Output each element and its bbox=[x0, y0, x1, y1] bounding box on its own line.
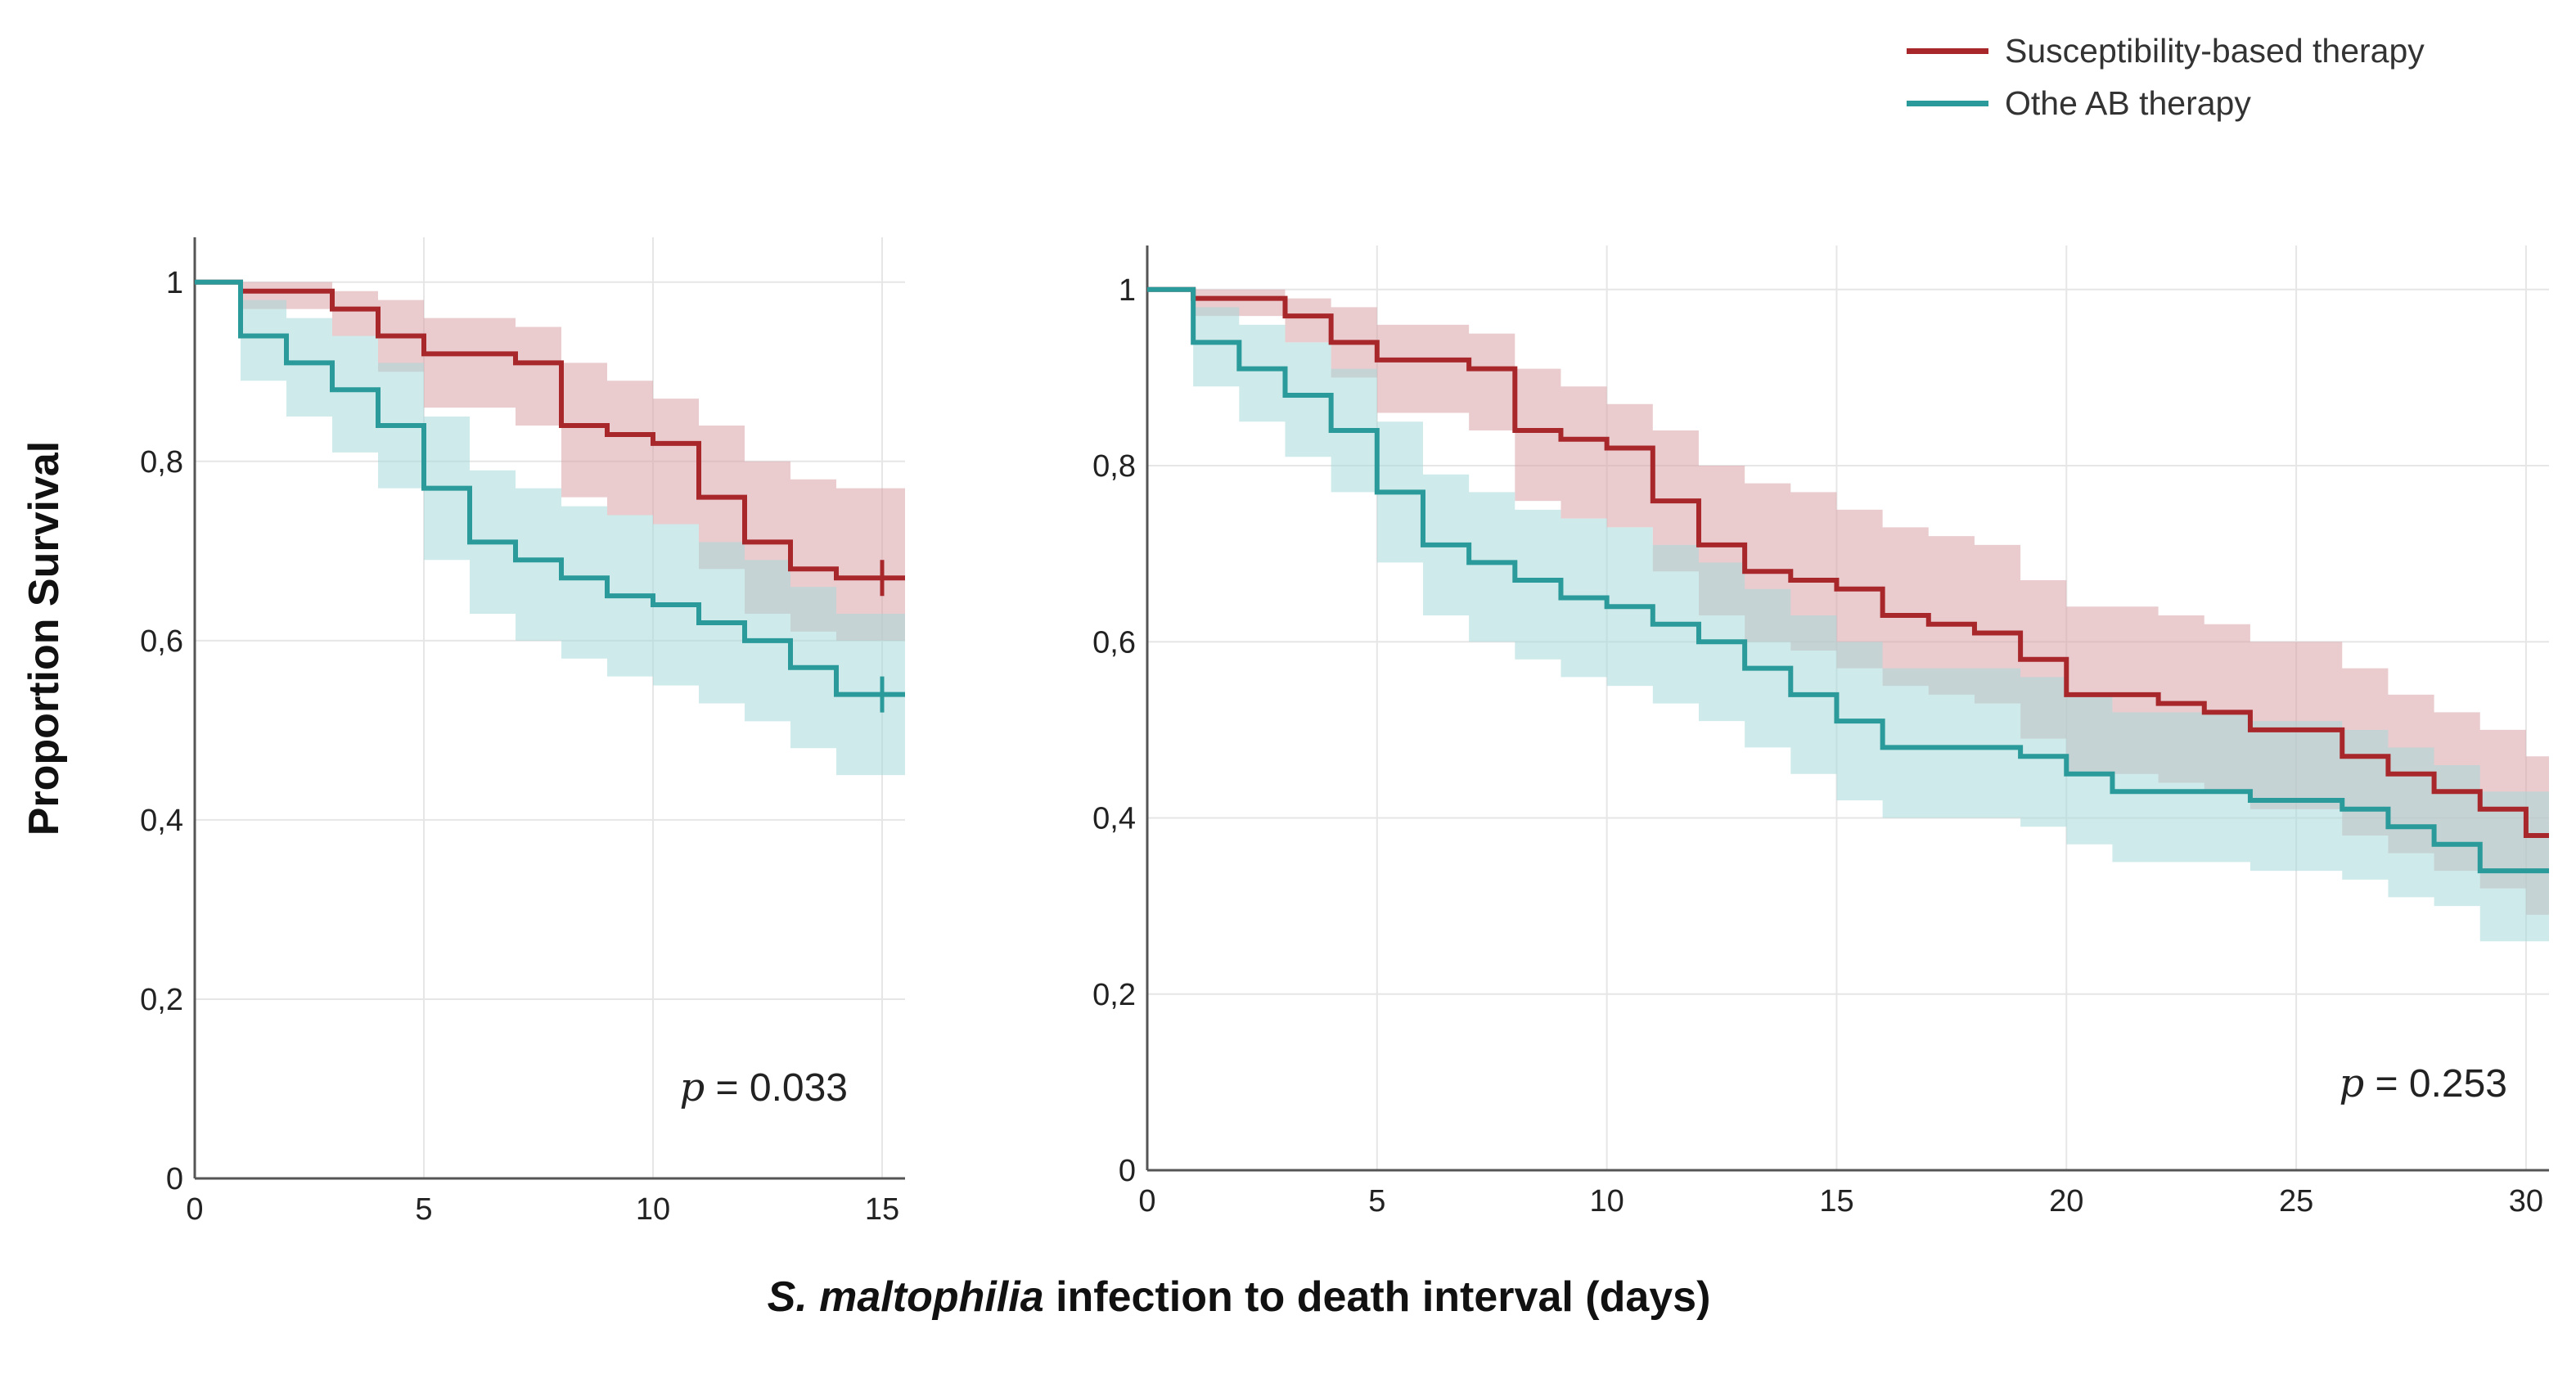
y-axis-label: Proportion Survival bbox=[20, 440, 68, 836]
x-tick-label: 0 bbox=[186, 1192, 203, 1227]
x-tick-label: 20 bbox=[2049, 1184, 2083, 1219]
p-value-text: = 0.033 bbox=[705, 1066, 848, 1110]
y-tick-label: 1 bbox=[166, 266, 183, 300]
p-value-symbol: p bbox=[2339, 1061, 2364, 1106]
x-tick-label: 15 bbox=[1819, 1184, 1853, 1219]
x-tick-label: 0 bbox=[1138, 1184, 1155, 1219]
y-tick-label: 0 bbox=[166, 1162, 183, 1196]
km-panel-1: 00,20,40,60,810 5 10 15p = 0.033 bbox=[140, 237, 905, 1227]
y-tick-label: 0,4 bbox=[1092, 802, 1136, 836]
x-axis-label-rest: infection to death interval (days) bbox=[1043, 1273, 1711, 1321]
x-tick-label: 25 bbox=[2279, 1184, 2313, 1219]
y-tick-label: 0,8 bbox=[1092, 449, 1136, 484]
y-tick-label: 0,6 bbox=[140, 624, 183, 659]
km-curve-other-ab bbox=[195, 279, 905, 697]
km-curve-susceptibility bbox=[195, 279, 905, 581]
legend-label-susceptibility: Susceptibility-based therapy bbox=[2005, 31, 2425, 70]
x-tick-label: 5 bbox=[415, 1192, 432, 1227]
x-tick-label: 15 bbox=[865, 1192, 899, 1227]
p-value-annotation: p = 0.033 bbox=[679, 1065, 848, 1110]
km-panel-2: 00,20,40,60,810 5 10 15 20 25 30p = 0.253 bbox=[1092, 246, 2549, 1219]
p-value-text: = 0.253 bbox=[2364, 1062, 2507, 1106]
x-axis-label-organism: S. maltophilia bbox=[767, 1273, 1044, 1321]
legend-swatch-susceptibility bbox=[1907, 47, 1988, 54]
km-curve-susceptibility bbox=[1147, 286, 2549, 839]
x-tick-label: 5 bbox=[1368, 1184, 1385, 1219]
km-curve-other-ab bbox=[1147, 286, 2549, 874]
p-value-symbol: p bbox=[679, 1065, 705, 1110]
y-tick-label: 0,8 bbox=[140, 445, 183, 480]
x-tick-label: 10 bbox=[1589, 1184, 1624, 1219]
y-tick-label: 0 bbox=[1119, 1154, 1136, 1188]
legend-swatch-other-ab bbox=[1907, 100, 1988, 106]
legend-item-other-ab: Othe AB therapy bbox=[1907, 77, 2425, 129]
x-axis-label: S. maltophilia infection to death interv… bbox=[768, 1273, 1711, 1322]
y-tick-label: 0,6 bbox=[1092, 625, 1136, 660]
legend-label-other-ab: Othe AB therapy bbox=[2005, 83, 2251, 122]
legend: Susceptibility-based therapy Othe AB the… bbox=[1907, 25, 2425, 129]
y-tick-label: 0,2 bbox=[140, 983, 183, 1017]
ci-band-other-ab bbox=[195, 282, 905, 776]
p-value-annotation: p = 0.253 bbox=[2339, 1061, 2507, 1106]
x-tick-label: 10 bbox=[636, 1192, 670, 1227]
y-tick-label: 1 bbox=[1119, 273, 1136, 308]
legend-item-susceptibility: Susceptibility-based therapy bbox=[1907, 25, 2425, 77]
x-tick-label: 30 bbox=[2509, 1184, 2543, 1219]
ci-band-other-ab bbox=[1147, 289, 2549, 942]
y-tick-label: 0,4 bbox=[140, 804, 183, 838]
y-tick-label: 0,2 bbox=[1092, 978, 1136, 1012]
